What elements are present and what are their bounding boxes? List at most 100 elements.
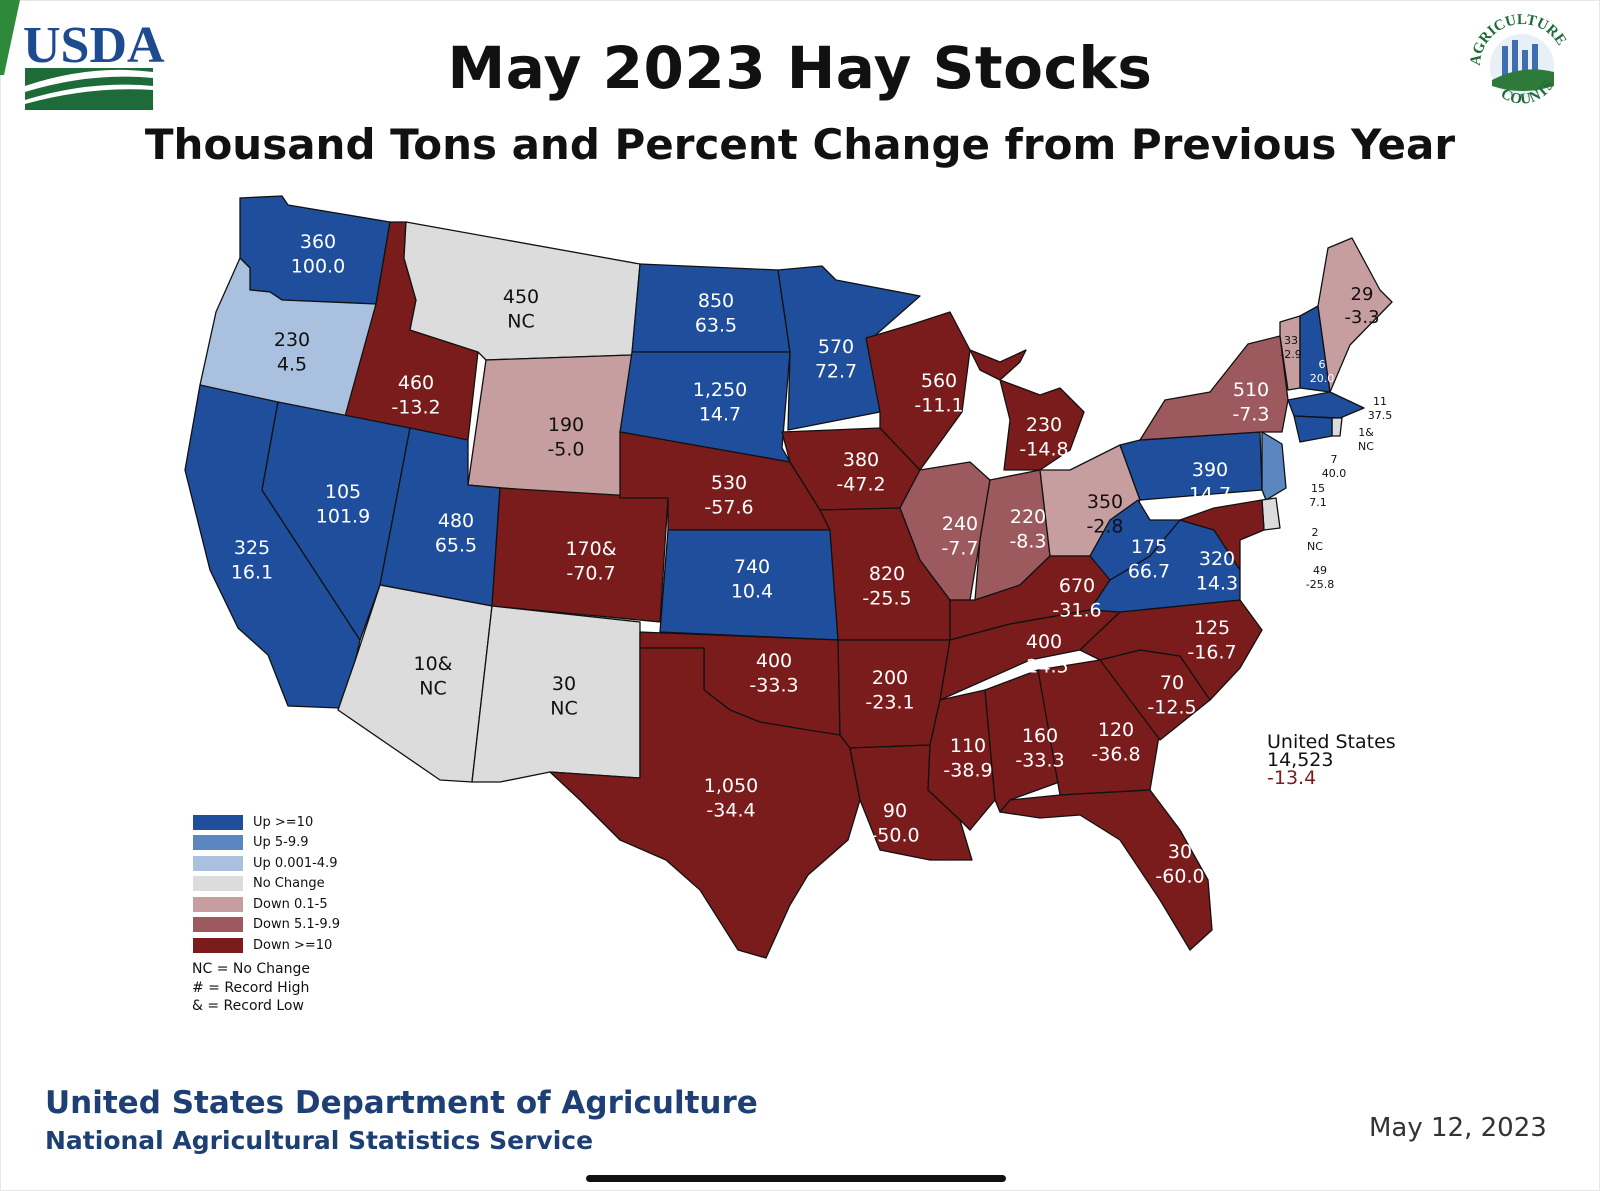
legend-swatch <box>193 876 243 892</box>
release-date: May 12, 2023 <box>1369 1113 1547 1143</box>
state-va-stocks: 320 <box>1199 548 1235 570</box>
state-md <box>1179 499 1265 571</box>
state-nv-change: 101.9 <box>316 505 370 527</box>
us-total-label: United States <box>1267 731 1396 753</box>
state-ut-change: 65.5 <box>435 534 477 556</box>
state-nm-change: NC <box>550 697 577 719</box>
state-de-change: NC <box>1307 540 1323 553</box>
state-nm-stocks: 30 <box>552 673 576 695</box>
state-wv-stocks: 175 <box>1131 536 1167 558</box>
legend-swatch <box>193 917 243 933</box>
legend-label: Down 0.1-5 <box>253 896 328 912</box>
state-nj-stocks: 15 <box>1311 482 1325 495</box>
state-wi-change: -11.1 <box>914 394 963 416</box>
state-fl <box>999 789 1213 951</box>
state-co <box>491 487 669 623</box>
footer-department: United States Department of Agriculture <box>45 1085 758 1121</box>
state-ar-change: -23.1 <box>865 691 914 713</box>
state-nc-change: -16.7 <box>1187 641 1236 663</box>
state-ma-stocks: 11 <box>1373 395 1387 408</box>
state-ok-change: -33.3 <box>749 674 798 696</box>
state-ri-stocks: 1& <box>1358 426 1374 439</box>
legend-item: Up >=10 <box>193 812 340 833</box>
legend-item: Up 0.001-4.9 <box>193 853 340 874</box>
state-in-change: -8.3 <box>1009 530 1046 552</box>
footer-agency: National Agricultural Statistics Service <box>45 1126 594 1155</box>
state-la-change: -50.0 <box>870 824 919 846</box>
legend-swatch <box>193 937 243 953</box>
state-al-stocks: 160 <box>1022 725 1058 747</box>
state-ks-stocks: 740 <box>734 556 770 578</box>
state-wa-change: 100.0 <box>291 255 345 277</box>
state-ut-stocks: 480 <box>438 510 474 532</box>
state-ny-change: -7.3 <box>1232 403 1269 425</box>
state-ga-change: -36.8 <box>1091 743 1140 765</box>
state-ne-change: -57.6 <box>704 496 753 518</box>
state-md-change: -25.8 <box>1306 578 1334 591</box>
note-nc: NC = No Change <box>192 961 310 977</box>
state-ca-stocks: 325 <box>234 537 270 559</box>
state-mt-stocks: 450 <box>503 286 539 308</box>
state-or <box>199 257 377 421</box>
state-oh-stocks: 350 <box>1087 491 1123 513</box>
legend-label: Up 0.001-4.9 <box>253 855 338 871</box>
state-fl-change: -60.0 <box>1155 865 1204 887</box>
legend-label: Up 5-9.9 <box>253 835 309 851</box>
state-la-stocks: 90 <box>883 800 907 822</box>
legend-item: Down 5.1-9.9 <box>193 915 340 936</box>
legend-label: Down 5.1-9.9 <box>253 917 341 933</box>
state-pa-change: 14.7 <box>1189 483 1231 505</box>
state-me-stocks: 29 <box>1351 284 1374 305</box>
state-mi-change: -14.8 <box>1019 438 1068 460</box>
agriculture-counts-logo: AGRICULTURE COUNTS <box>1468 12 1569 108</box>
state-id-change: -13.2 <box>391 396 440 418</box>
state-ky-stocks: 670 <box>1059 575 1095 597</box>
legend-item: Down 0.1-5 <box>193 894 340 915</box>
state-nd-stocks: 850 <box>698 290 734 312</box>
state-fl-stocks: 30 <box>1168 841 1192 863</box>
state-me <box>1317 237 1393 393</box>
state-nh-stocks: 6 <box>1319 358 1326 371</box>
state-de-stocks: 2 <box>1312 526 1319 539</box>
legend-label: No Change <box>253 876 325 892</box>
legend-swatch <box>193 855 243 871</box>
note-record-high: # = Record High <box>192 979 310 996</box>
state-wi-stocks: 560 <box>921 370 957 392</box>
state-wy-stocks: 190 <box>548 414 584 436</box>
state-sc-stocks: 70 <box>1160 672 1184 694</box>
state-wa-stocks: 360 <box>300 231 336 253</box>
state-wv <box>1089 499 1181 581</box>
green-corner-stripe <box>0 0 20 75</box>
state-sc-change: -12.5 <box>1147 696 1196 718</box>
legend-notes: NC = No Change # = Record High & = Recor… <box>192 960 310 1016</box>
state-co-change: -70.7 <box>566 562 615 584</box>
state-mn-stocks: 570 <box>818 336 854 358</box>
state-oh-change: -2.8 <box>1086 515 1123 537</box>
state-ri <box>1331 417 1343 437</box>
state-ia-change: -47.2 <box>836 473 885 495</box>
home-indicator-bar[interactable] <box>586 1175 1006 1182</box>
state-ia-stocks: 380 <box>843 449 879 471</box>
us-total-stocks: 14,523 <box>1267 749 1334 771</box>
page-title: May 2023 Hay Stocks <box>447 34 1153 102</box>
legend-label: Up >=10 <box>253 814 314 830</box>
state-mi <box>969 349 1085 471</box>
state-id-stocks: 460 <box>398 372 434 394</box>
state-ms-stocks: 110 <box>950 735 986 757</box>
state-sd-stocks: 1,250 <box>693 379 747 401</box>
state-va-change: 14.3 <box>1196 572 1238 594</box>
state-ca-change: 16.1 <box>231 561 273 583</box>
legend-item: Down >=10 <box>193 935 340 956</box>
state-co-stocks: 170& <box>565 538 616 560</box>
usda-logo-text: USDA <box>23 17 165 74</box>
state-ct <box>1293 415 1333 443</box>
state-ga <box>1037 659 1161 796</box>
state-vt <box>1279 315 1301 391</box>
state-mi-stocks: 230 <box>1026 414 1062 436</box>
legend-label: Down >=10 <box>253 937 333 953</box>
state-sd <box>619 351 791 463</box>
state-de <box>1261 497 1281 531</box>
state-nc-stocks: 125 <box>1194 617 1230 639</box>
state-nh-change: 20.0 <box>1310 372 1335 385</box>
